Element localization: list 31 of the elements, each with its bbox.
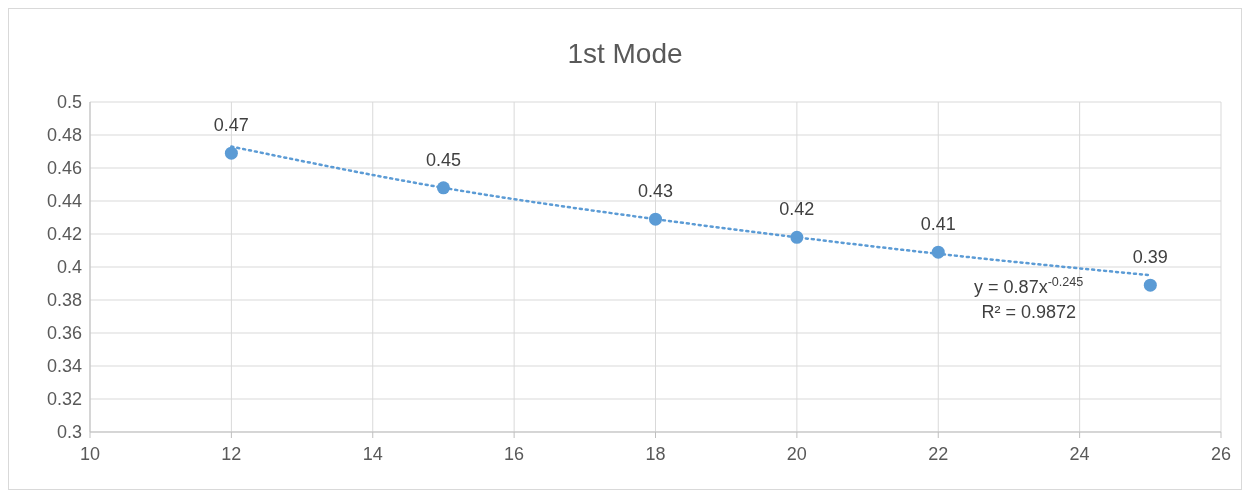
data-label: 0.41 <box>920 214 956 235</box>
data-label: 0.42 <box>779 199 815 220</box>
y-tick-label: 0.34 <box>46 356 82 377</box>
data-label: 0.45 <box>425 149 461 170</box>
y-tick-label: 0.42 <box>46 224 82 245</box>
point <box>1143 278 1157 292</box>
annotation: y = 0.87x$^{-0.245}$ <box>974 275 1084 298</box>
x-tick-label: 14 <box>362 444 383 464</box>
y-tick-label: 0.32 <box>46 389 82 410</box>
y-tick-label: 0.48 <box>46 125 82 146</box>
data-label: 0.47 <box>213 115 249 136</box>
data-label: 0.39 <box>1132 247 1168 268</box>
y-tick-label: 0.38 <box>46 290 82 311</box>
annotation: R² = 0.9872 <box>981 302 1077 323</box>
x-tick-label: 26 <box>1210 444 1232 464</box>
x-tick-label: 10 <box>79 444 101 464</box>
x-tick-label: 24 <box>1069 444 1090 464</box>
data-label: 0.43 <box>637 181 674 202</box>
x-tick-label: 20 <box>786 444 807 464</box>
chart-title: 1st Mode <box>567 38 683 69</box>
y-tick-label: 0.36 <box>46 323 82 344</box>
point <box>224 146 238 160</box>
x-tick-label: 12 <box>221 444 242 464</box>
y-tick-label: 0.3 <box>56 422 82 443</box>
y-tick-label: 0.46 <box>46 158 82 179</box>
y-tick-label: 0.5 <box>56 92 82 113</box>
y-tick-label: 0.4 <box>56 257 82 278</box>
x-tick-label: 18 <box>645 444 666 464</box>
y-tick-label: 0.44 <box>46 191 82 212</box>
x-tick-label: 22 <box>928 444 949 464</box>
x-tick-label: 16 <box>504 444 525 464</box>
